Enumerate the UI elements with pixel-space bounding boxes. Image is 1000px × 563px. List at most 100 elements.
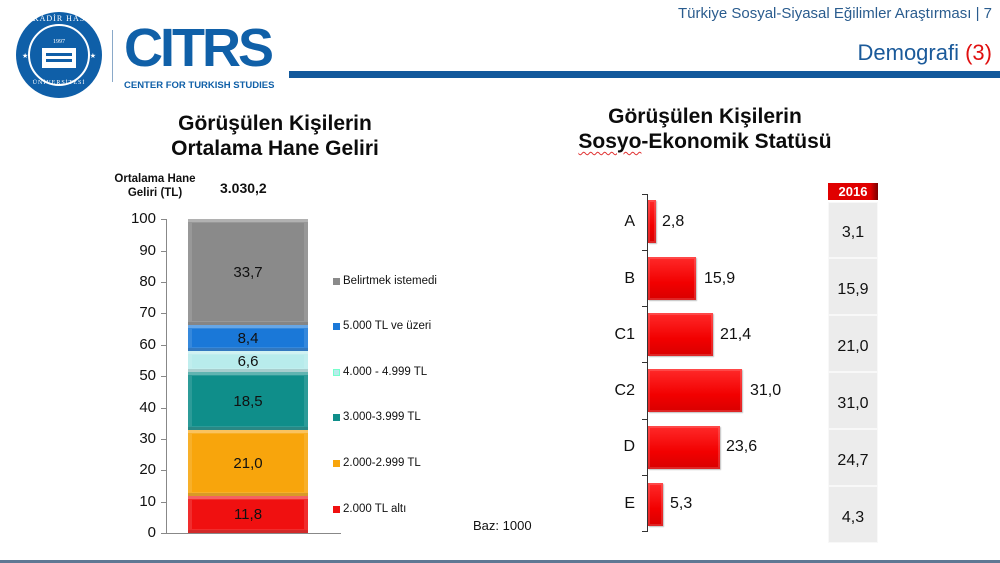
- legend-3000-3999: 3.000-3.999 TL: [333, 411, 421, 423]
- bar-value-a: 2,8: [662, 213, 685, 230]
- y-tick: [161, 313, 167, 314]
- spellcheck-word: Sosyo: [578, 130, 642, 153]
- ses-chart-title-rest: -Ekonomik Statüsü: [641, 130, 832, 153]
- comparison-value: 31,0: [837, 394, 869, 412]
- y-tick-label: 90: [139, 242, 156, 259]
- legend-swatch: [333, 413, 340, 421]
- segment-3000-3999: 18,5: [188, 372, 308, 430]
- legend-below-2000: 2.000 TL altı: [333, 503, 406, 515]
- y-tick-label: 0: [147, 524, 156, 541]
- axis-tick: [642, 475, 647, 476]
- legend-label: 2.000 TL altı: [343, 503, 407, 515]
- segment-value: 6,6: [237, 353, 259, 370]
- segment-value: 18,5: [233, 392, 263, 410]
- comparison-value: 21,0: [837, 337, 869, 355]
- segment-value: 11,8: [233, 506, 263, 523]
- legend-label: 3.000-3.999 TL: [343, 411, 421, 423]
- sample-base-label: Baz: 1000: [473, 518, 532, 533]
- bar-c1: [648, 313, 713, 356]
- y-tick: [161, 282, 167, 283]
- bar-c2: [648, 369, 742, 412]
- segment-below-2000: 11,8: [188, 496, 308, 533]
- axis-tick: [642, 419, 647, 420]
- axis-tick: [642, 194, 647, 195]
- category-label-c2: C2: [614, 382, 635, 399]
- legend-swatch: [333, 322, 340, 330]
- average-income-label-line2: Geliri (TL): [127, 187, 183, 199]
- legend-did-not-specify: Belirtmek istemedi: [333, 275, 437, 287]
- comparison-value: 3,1: [841, 224, 865, 241]
- legend-4000-4999: 4.000 - 4.999 TL: [333, 366, 427, 378]
- comparison-cell-d: 24,7: [828, 429, 878, 486]
- segment-did-not-specify: 33,7: [188, 219, 308, 325]
- y-tick: [161, 376, 167, 377]
- axis-tick: [642, 531, 647, 532]
- average-income-label-line1: Ortalama Hane: [114, 173, 196, 185]
- kadir-has-university-logo: KADİR HAS 1997 ★ ★ ÜNİVERSİTESİ: [16, 12, 102, 98]
- y-tick: [161, 345, 167, 346]
- y-tick: [161, 502, 167, 503]
- comparison-cell-c1: 21,0: [828, 315, 878, 372]
- bar-value-c2: 31,0: [750, 382, 782, 399]
- section-number: (3): [965, 40, 992, 65]
- y-tick-label: 10: [139, 493, 156, 510]
- y-tick-label: 60: [139, 336, 156, 353]
- bar-value-e: 5,3: [670, 495, 693, 512]
- legend-label: 4.000 - 4.999 TL: [343, 366, 428, 378]
- axis-tick: [642, 250, 647, 251]
- segment-value: 8,4: [237, 329, 259, 347]
- bar-value-b: 15,9: [704, 270, 736, 287]
- comparison-cell-a: 3,1: [828, 202, 878, 258]
- bar-d: [648, 426, 720, 469]
- section-title: Demografi (3): [858, 40, 993, 66]
- y-tick-label: 100: [130, 210, 156, 227]
- comparison-value: 15,9: [837, 280, 869, 298]
- income-chart-title: Görüşülen Kişilerin Ortalama Hane Geliri: [110, 111, 440, 161]
- category-label-b: B: [624, 270, 635, 287]
- ses-chart-title: Görüşülen Kişilerin Sosyo-Ekonomik Statü…: [540, 104, 870, 154]
- header-divider: [289, 71, 1000, 78]
- bar-b: [648, 257, 696, 300]
- segment-value: 33,7: [233, 263, 263, 281]
- y-tick: [161, 219, 167, 220]
- segment-2000-2999: 21,0: [188, 430, 308, 496]
- report-title: Türkiye Sosyal-Siyasal Eğilimler Araştır…: [678, 5, 992, 22]
- legend-2000-2999: 2.000-2.999 TL: [333, 457, 421, 469]
- logo-ring: [28, 24, 90, 86]
- building-icon: [42, 48, 76, 68]
- category-label-c1: C1: [614, 326, 635, 343]
- income-chart-title-line1: Görüşülen Kişilerin: [178, 112, 372, 135]
- legend-swatch: [333, 505, 340, 513]
- y-tick-label: 20: [139, 461, 156, 478]
- logo-top-text: KADİR HAS: [32, 14, 86, 23]
- comparison-year-header: 2016: [828, 183, 878, 200]
- legend-swatch: [333, 277, 340, 285]
- star-icon: ★: [22, 53, 29, 60]
- section-title-text: Demografi: [857, 40, 959, 65]
- category-label-e: E: [624, 495, 635, 512]
- logo-bottom-text: ÜNİVERSİTESİ: [32, 80, 86, 86]
- y-tick-label: 50: [139, 367, 156, 384]
- income-chart-title-line2: Ortalama Hane Geliri: [171, 137, 379, 160]
- segment-value: 21,0: [233, 454, 263, 472]
- y-tick-label: 80: [139, 273, 156, 290]
- y-tick-label: 70: [139, 304, 156, 321]
- comparison-cell-e: 4,3: [828, 486, 878, 543]
- y-tick: [161, 439, 167, 440]
- ses-chart-title-line1: Görüşülen Kişilerin: [608, 105, 802, 128]
- segment-4000-4999: 6,6: [188, 351, 308, 372]
- ses-chart-title-line2: Sosyo-Ekonomik Statüsü: [540, 129, 870, 154]
- axis-tick: [642, 306, 647, 307]
- legend-label: 2.000-2.999 TL: [343, 457, 421, 469]
- y-tick-label: 40: [139, 399, 156, 416]
- logo-separator: [112, 30, 113, 82]
- bar-e: [648, 483, 663, 526]
- segment-5000-plus: 8,4: [188, 325, 308, 351]
- y-tick: [161, 533, 167, 534]
- footer-divider: [0, 560, 1000, 563]
- income-x-axis: [166, 533, 341, 534]
- comparison-cell-b: 15,9: [828, 258, 878, 315]
- comparison-value: 24,7: [837, 451, 869, 469]
- ses-category-axis: [647, 194, 648, 532]
- citrs-logo-subtitle: CENTER FOR TURKISH STUDIES: [124, 80, 275, 91]
